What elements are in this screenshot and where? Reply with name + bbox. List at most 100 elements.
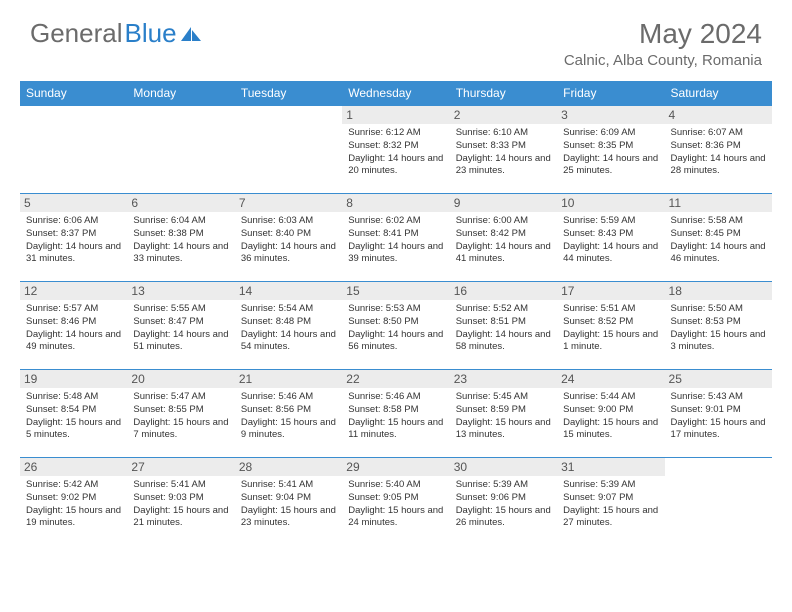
calendar-cell: 31Sunrise: 5:39 AMSunset: 9:07 PMDayligh… (557, 458, 664, 546)
day-info: Sunrise: 5:47 AMSunset: 8:55 PMDaylight:… (133, 391, 228, 442)
day-number: 17 (557, 282, 664, 300)
day-info: Sunrise: 6:04 AMSunset: 8:38 PMDaylight:… (133, 215, 228, 266)
day-info: Sunrise: 5:46 AMSunset: 8:58 PMDaylight:… (348, 391, 443, 442)
day-info: Sunrise: 5:59 AMSunset: 8:43 PMDaylight:… (563, 215, 658, 266)
calendar-cell: 30 Sunrise: 5:39 AMSunset: 9:06 PMDayligh… (450, 458, 557, 546)
day-info: Sunrise: 5:45 AMSunset: 8:59 PMDaylight:… (456, 391, 551, 442)
empty-cell (665, 458, 772, 546)
calendar-cell: 16 Sunrise: 5:52 AMSunset: 8:51 PMDayligh… (450, 282, 557, 370)
day-number: 9 (450, 194, 557, 212)
location: Calnic, Alba County, Romania (564, 52, 762, 69)
day-info: Sunrise: 5:52 AMSunset: 8:51 PMDaylight:… (456, 303, 551, 354)
day-number: 2 (450, 106, 557, 124)
calendar-cell: 11 Sunrise: 5:58 AMSunset: 8:45 PMDayligh… (665, 194, 772, 282)
day-info: Sunrise: 5:58 AMSunset: 8:45 PMDaylight:… (671, 215, 766, 266)
calendar-cell: 19 Sunrise: 5:48 AMSunset: 8:54 PMDayligh… (20, 370, 127, 458)
day-number: 13 (127, 282, 234, 300)
day-number: 19 (20, 370, 127, 388)
day-header: Wednesday (342, 81, 449, 106)
day-info: Sunrise: 6:00 AMSunset: 8:42 PMDaylight:… (456, 215, 551, 266)
calendar-cell: 14 Sunrise: 5:54 AMSunset: 8:48 PMDayligh… (235, 282, 342, 370)
day-info: Sunrise: 5:44 AMSunset: 9:00 PMDaylight:… (563, 391, 658, 442)
day-info: Sunrise: 6:02 AMSunset: 8:41 PMDaylight:… (348, 215, 443, 266)
day-header: Sunday (20, 81, 127, 106)
logo-text-2: Blue (125, 18, 177, 49)
day-info: Sunrise: 6:12 AMSunset: 8:32 PMDaylight:… (348, 127, 443, 178)
day-info: Sunrise: 5:55 AMSunset: 8:47 PMDaylight:… (133, 303, 228, 354)
day-number: 1 (342, 106, 449, 124)
day-number: 25 (665, 370, 772, 388)
day-info: Sunrise: 6:07 AMSunset: 8:36 PMDaylight:… (671, 127, 766, 178)
day-info: Sunrise: 6:09 AMSunset: 8:35 PMDaylight:… (563, 127, 658, 178)
day-header: Saturday (665, 81, 772, 106)
day-info: Sunrise: 6:06 AMSunset: 8:37 PMDaylight:… (26, 215, 121, 266)
empty-cell (235, 106, 342, 194)
day-number: 3 (557, 106, 664, 124)
day-number: 22 (342, 370, 449, 388)
day-info: Sunrise: 5:39 AMSunset: 9:07 PMDaylight:… (563, 479, 658, 530)
day-number: 14 (235, 282, 342, 300)
day-number: 24 (557, 370, 664, 388)
day-header: Monday (127, 81, 234, 106)
day-number: 16 (450, 282, 557, 300)
calendar-cell: 15Sunrise: 5:53 AMSunset: 8:50 PMDayligh… (342, 282, 449, 370)
logo-sail-icon (181, 27, 201, 41)
day-info: Sunrise: 5:53 AMSunset: 8:50 PMDaylight:… (348, 303, 443, 354)
day-info: Sunrise: 5:43 AMSunset: 9:01 PMDaylight:… (671, 391, 766, 442)
day-number: 20 (127, 370, 234, 388)
day-number: 12 (20, 282, 127, 300)
day-number: 18 (665, 282, 772, 300)
header: GeneralBlue May 2024 Calnic, Alba County… (0, 0, 792, 73)
day-number: 21 (235, 370, 342, 388)
day-number: 26 (20, 458, 127, 476)
day-number: 28 (235, 458, 342, 476)
calendar-cell: 8 Sunrise: 6:02 AMSunset: 8:41 PMDaylight… (342, 194, 449, 282)
calendar-cell: 25 Sunrise: 5:43 AMSunset: 9:01 PMDayligh… (665, 370, 772, 458)
day-info: Sunrise: 5:40 AMSunset: 9:05 PMDaylight:… (348, 479, 443, 530)
day-info: Sunrise: 5:46 AMSunset: 8:56 PMDaylight:… (241, 391, 336, 442)
day-info: Sunrise: 5:50 AMSunset: 8:53 PMDaylight:… (671, 303, 766, 354)
day-number: 30 (450, 458, 557, 476)
day-header: Friday (557, 81, 664, 106)
day-info: Sunrise: 5:57 AMSunset: 8:46 PMDaylight:… (26, 303, 121, 354)
day-number: 11 (665, 194, 772, 212)
calendar-cell: 1 Sunrise: 6:12 AMSunset: 8:32 PMDaylight… (342, 106, 449, 194)
calendar-cell: 17Sunrise: 5:51 AMSunset: 8:52 PMDayligh… (557, 282, 664, 370)
day-info: Sunrise: 6:03 AMSunset: 8:40 PMDaylight:… (241, 215, 336, 266)
day-info: Sunrise: 5:39 AMSunset: 9:06 PMDaylight:… (456, 479, 551, 530)
title-block: May 2024 Calnic, Alba County, Romania (564, 18, 762, 69)
day-number: 6 (127, 194, 234, 212)
calendar-cell: 2 Sunrise: 6:10 AMSunset: 8:33 PMDaylight… (450, 106, 557, 194)
calendar-cell: 7 Sunrise: 6:03 AMSunset: 8:40 PMDaylight… (235, 194, 342, 282)
calendar-cell: 21 Sunrise: 5:46 AMSunset: 8:56 PMDayligh… (235, 370, 342, 458)
calendar-cell: 9 Sunrise: 6:00 AMSunset: 8:42 PMDaylight… (450, 194, 557, 282)
calendar-cell: 22 Sunrise: 5:46 AMSunset: 8:58 PMDayligh… (342, 370, 449, 458)
day-info: Sunrise: 5:48 AMSunset: 8:54 PMDaylight:… (26, 391, 121, 442)
calendar-cell: 26 Sunrise: 5:42 AMSunset: 9:02 PMDayligh… (20, 458, 127, 546)
calendar-cell: 20 Sunrise: 5:47 AMSunset: 8:55 PMDayligh… (127, 370, 234, 458)
calendar-cell: 6 Sunrise: 6:04 AMSunset: 8:38 PMDaylight… (127, 194, 234, 282)
day-number: 5 (20, 194, 127, 212)
day-number: 8 (342, 194, 449, 212)
calendar-cell: 28 Sunrise: 5:41 AMSunset: 9:04 PMDayligh… (235, 458, 342, 546)
empty-cell (20, 106, 127, 194)
day-number: 7 (235, 194, 342, 212)
calendar-cell: 29Sunrise: 5:40 AMSunset: 9:05 PMDayligh… (342, 458, 449, 546)
calendar-cell: 4 Sunrise: 6:07 AMSunset: 8:36 PMDaylight… (665, 106, 772, 194)
logo-text-1: General (30, 18, 123, 49)
calendar-table: SundayMondayTuesdayWednesdayThursdayFrid… (20, 81, 772, 546)
day-number: 4 (665, 106, 772, 124)
day-info: Sunrise: 5:42 AMSunset: 9:02 PMDaylight:… (26, 479, 121, 530)
day-info: Sunrise: 5:41 AMSunset: 9:04 PMDaylight:… (241, 479, 336, 530)
day-info: Sunrise: 5:54 AMSunset: 8:48 PMDaylight:… (241, 303, 336, 354)
day-info: Sunrise: 6:10 AMSunset: 8:33 PMDaylight:… (456, 127, 551, 178)
calendar-cell: 10 Sunrise: 5:59 AMSunset: 8:43 PMDayligh… (557, 194, 664, 282)
calendar-cell: 12 Sunrise: 5:57 AMSunset: 8:46 PMDayligh… (20, 282, 127, 370)
day-header: Tuesday (235, 81, 342, 106)
calendar-cell: 13 Sunrise: 5:55 AMSunset: 8:47 PMDayligh… (127, 282, 234, 370)
month-title: May 2024 (564, 18, 762, 50)
empty-cell (127, 106, 234, 194)
day-number: 10 (557, 194, 664, 212)
day-number: 23 (450, 370, 557, 388)
day-number: 27 (127, 458, 234, 476)
